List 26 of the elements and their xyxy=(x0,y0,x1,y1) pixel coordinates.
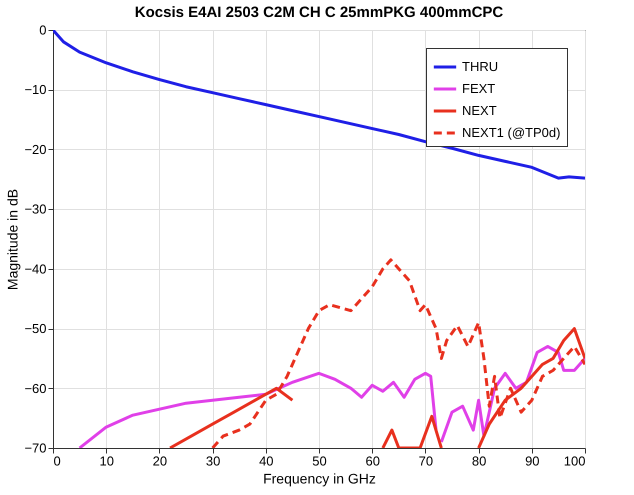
y-tick-label: −10 xyxy=(24,82,46,98)
y-tick-label: −50 xyxy=(24,321,46,336)
x-tick-label: 20 xyxy=(152,454,168,468)
y-tick-label: −70 xyxy=(24,440,46,456)
x-tick-label: 0 xyxy=(54,454,61,468)
y-axis-title: Magnitude in dB xyxy=(4,188,20,290)
y-tick-label: −30 xyxy=(24,202,46,217)
x-tick-label: 100 xyxy=(564,454,586,468)
y-tick-label: −40 xyxy=(24,261,46,276)
legend-label: NEXT xyxy=(462,103,497,118)
y-tick-label: −60 xyxy=(24,380,46,396)
x-tick-label: 60 xyxy=(365,454,380,468)
legend-label: NEXT1 (@TP0d) xyxy=(462,125,560,140)
x-tick-label: 90 xyxy=(525,454,540,468)
chart-title: Kocsis E4AI 2503 C2M CH C 25mmPKG 400mmCPC xyxy=(134,4,504,21)
legend-label: THRU xyxy=(462,59,498,74)
x-tick-label: 10 xyxy=(99,454,114,468)
x-tick-label: 30 xyxy=(206,454,220,468)
x-axis-title: Frequency in GHz xyxy=(263,470,376,486)
x-tick-label: 50 xyxy=(312,454,327,468)
y-tick-label: −20 xyxy=(24,142,46,157)
x-tick-label: 40 xyxy=(259,454,274,468)
x-tick-label: 70 xyxy=(418,454,434,468)
legend-label: FEXT xyxy=(462,81,496,96)
y-tick-label: 0 xyxy=(39,22,46,38)
x-tick-label: 80 xyxy=(472,454,486,468)
